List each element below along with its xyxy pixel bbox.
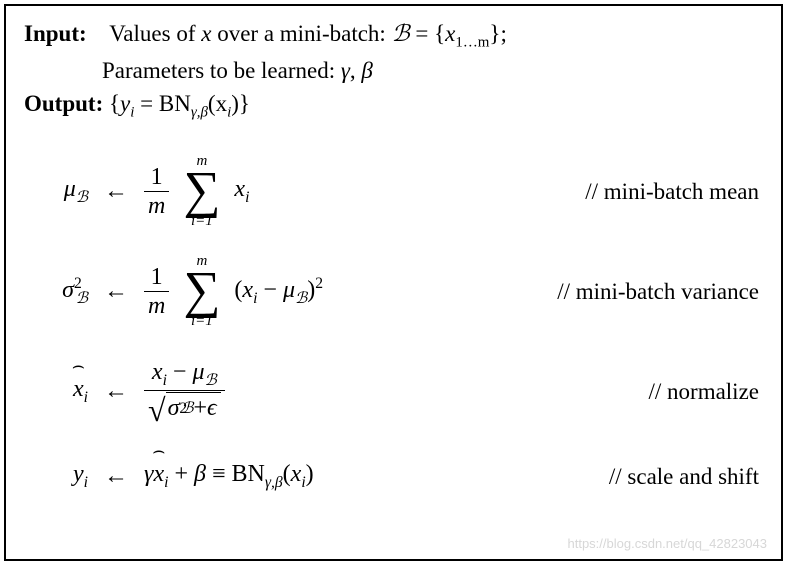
plus: + — [168, 461, 194, 487]
mu-sym: μ — [64, 176, 76, 202]
norm-lhs: ⌢ x i — [44, 376, 88, 407]
bn-sub: γ,β — [265, 474, 283, 491]
step-scale-shift: yi ← γ⌢xi + β ≡ BNγ,β(xi) // scale and s… — [24, 447, 763, 507]
arrow: ← — [98, 463, 134, 490]
radicand: σ2ℬ + ϵ — [166, 392, 221, 421]
den-sigma-sub: ℬ — [181, 400, 193, 417]
mu-sub: ℬ — [76, 189, 88, 206]
y-sub: i — [84, 474, 88, 491]
equiv-bn: ≡ BN — [206, 461, 265, 487]
formula-mean: μℬ ← 1 m m ∑ i=1 xi — [44, 147, 249, 237]
arrow: ← — [98, 278, 134, 305]
sigma-sym: ∑ — [183, 169, 220, 213]
x-hat: ⌢ x — [73, 376, 84, 403]
scale-lhs: yi — [44, 461, 88, 492]
term-x: x — [242, 277, 253, 303]
y-sym: y — [73, 461, 84, 487]
num-mu-sub: ℬ — [205, 372, 217, 389]
input-params-text: Parameters to be learned: — [102, 58, 341, 83]
output-label: Output: — [24, 91, 103, 116]
output-arg-close: )} — [231, 91, 250, 116]
output-bn-sub: γ,β — [191, 104, 208, 120]
input-text-a: Values of — [109, 21, 201, 46]
formula-scale: yi ← γ⌢xi + β ≡ BNγ,β(xi) — [44, 447, 314, 507]
sigma-bot: i=1 — [191, 214, 213, 229]
xhat-sym: x — [73, 376, 84, 402]
sigma-sub: ℬ — [76, 290, 88, 307]
frac-den: m — [144, 291, 169, 319]
comment-variance: // mini-batch variance — [557, 279, 759, 305]
num-minus: − — [167, 359, 193, 385]
comment-scale: // scale and shift — [609, 464, 759, 490]
xhat-sym: x — [153, 461, 164, 487]
input-text-b: over a mini-batch: — [211, 21, 391, 46]
input-eq-open: = { — [410, 21, 446, 46]
comment-normalize: // normalize — [649, 379, 760, 405]
term-mu-sub: ℬ — [295, 290, 307, 307]
formula-variance: σ2ℬ ← 1 m m ∑ i=1 (xi − μℬ)2 — [44, 247, 323, 337]
sigma-sym: ∑ — [183, 269, 220, 313]
algorithm-box: Input: Values of x over a mini-batch: ℬ … — [4, 4, 783, 561]
arg-x: x — [291, 461, 302, 487]
frac-num: 1 — [147, 164, 167, 191]
scale-rhs: γ⌢xi + β ≡ BNγ,β(xi) — [144, 461, 314, 492]
input-line-2: Parameters to be learned: γ, β — [102, 55, 763, 86]
frac-den: m — [144, 191, 169, 219]
comment-mean: // mini-batch mean — [585, 179, 759, 205]
step-mean: μℬ ← 1 m m ∑ i=1 xi // mini-batch mean — [24, 147, 763, 237]
input-close: }; — [489, 21, 506, 46]
output-eq-bn: = BN — [134, 91, 190, 116]
step-variance: σ2ℬ ← 1 m m ∑ i=1 (xi − μℬ)2 // mini-bat… — [24, 247, 763, 337]
norm-num: xi − μℬ — [148, 359, 221, 390]
batch-elem-x: x — [445, 21, 455, 46]
algorithm-steps: μℬ ← 1 m m ∑ i=1 xi // mini-batch mean σ… — [24, 147, 763, 507]
var-summand: (xi − μℬ)2 — [234, 275, 323, 308]
radical-icon: √ — [148, 396, 166, 425]
param-beta: β — [361, 58, 372, 83]
arrow: ← — [98, 178, 134, 205]
output-open: { — [109, 91, 120, 116]
step-normalize: ⌢ x i ← xi − μℬ √ σ2ℬ + ϵ // normalize — [24, 347, 763, 437]
sigma-sym-lhs: σ — [62, 277, 74, 303]
sigma-bot: i=1 — [191, 314, 213, 329]
mean-lhs: μℬ — [44, 176, 88, 207]
frac-num: 1 — [147, 264, 167, 291]
beta: β — [194, 461, 206, 487]
den-eps: ϵ — [207, 395, 217, 421]
term-mu: μ — [283, 277, 295, 303]
num-x: x — [152, 359, 163, 385]
norm-den: √ σ2ℬ + ϵ — [144, 390, 225, 423]
num-mu: μ — [192, 359, 204, 385]
one-over-m: 1 m — [144, 264, 169, 320]
x-hat: ⌢x — [153, 461, 164, 488]
sigma-op: m ∑ i=1 — [183, 154, 220, 228]
batch-sym: ℬ — [392, 21, 410, 46]
param-gamma: γ — [341, 58, 350, 83]
term-sub: i — [245, 189, 249, 206]
batch-elem-sub: 1…m — [455, 35, 489, 51]
arrow: ← — [98, 378, 134, 405]
sigma-op: m ∑ i=1 — [183, 254, 220, 328]
den-sigma: σ — [168, 395, 180, 421]
input-line-1: Input: Values of x over a mini-batch: ℬ … — [24, 18, 763, 53]
watermark: https://blog.csdn.net/qq_42823043 — [568, 536, 768, 551]
one-over-m: 1 m — [144, 164, 169, 220]
output-y: y — [120, 91, 130, 116]
formula-normalize: ⌢ x i ← xi − μℬ √ σ2ℬ + ϵ — [44, 347, 225, 437]
input-x: x — [201, 21, 211, 46]
output-arg-open: (x — [208, 91, 227, 116]
output-line: Output: {yi = BNγ,β(xi)} — [24, 88, 763, 123]
sqrt: √ σ2ℬ + ϵ — [148, 392, 221, 421]
input-label: Input: — [24, 21, 87, 46]
squared: 2 — [315, 275, 323, 292]
term-x: x — [234, 176, 245, 202]
minus: − — [257, 277, 283, 303]
den-plus: + — [193, 395, 207, 421]
mean-summand: xi — [234, 176, 249, 207]
norm-frac: xi − μℬ √ σ2ℬ + ϵ — [144, 359, 225, 423]
var-lhs: σ2ℬ — [44, 275, 88, 308]
arg-close: ) — [306, 461, 314, 487]
xhat-sub: i — [84, 389, 88, 406]
arg-open: ( — [283, 461, 291, 487]
